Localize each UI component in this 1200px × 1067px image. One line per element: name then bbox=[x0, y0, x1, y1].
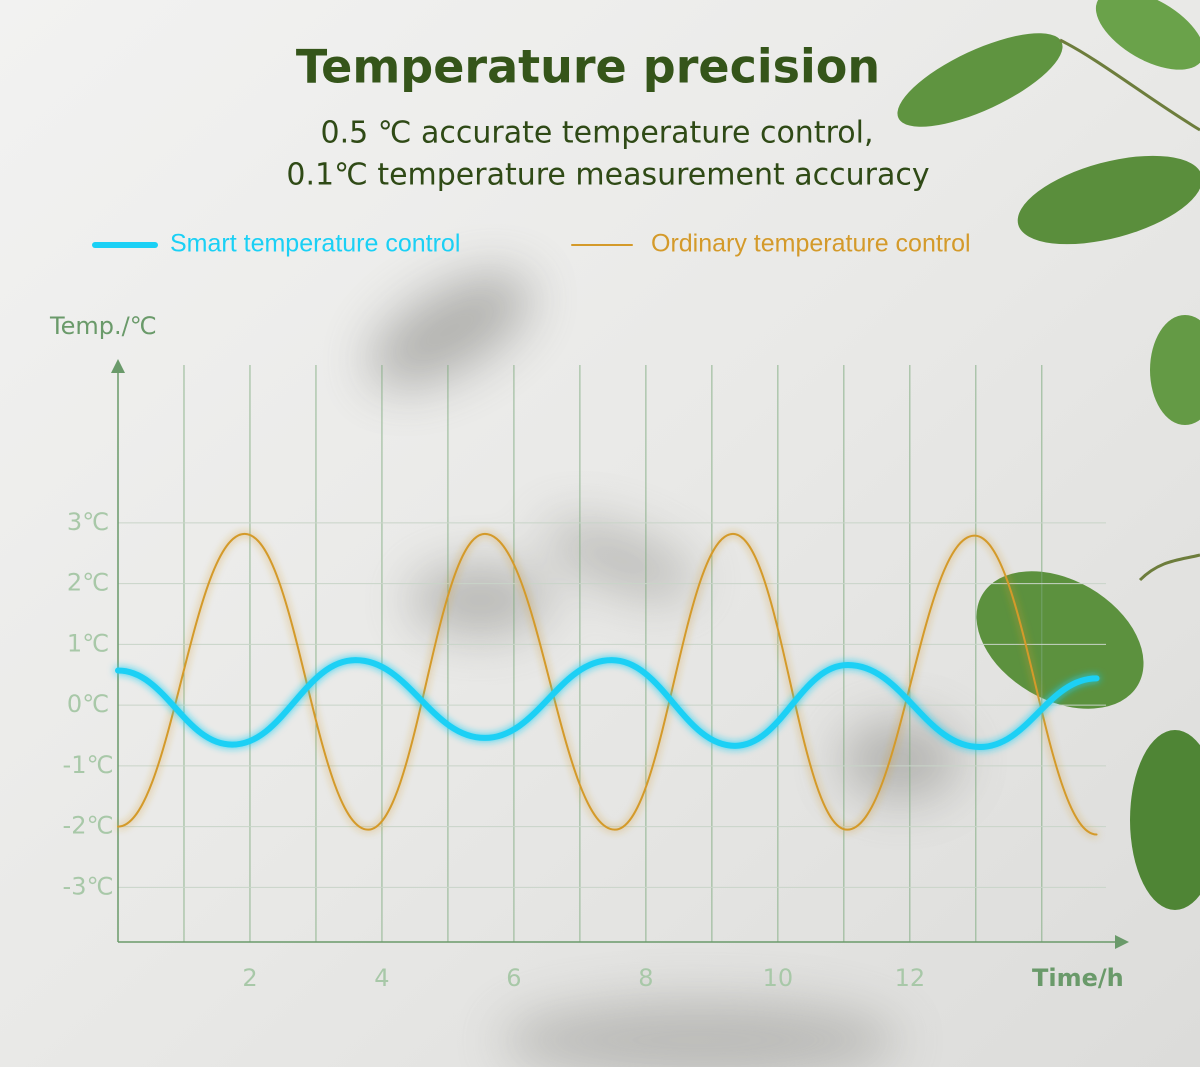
legend-label: Ordinary temperature control bbox=[651, 230, 971, 258]
x-axis-label: Time/h bbox=[1032, 964, 1124, 992]
chart-title: Temperature precision bbox=[296, 40, 880, 94]
x-tick-label: 4 bbox=[374, 964, 389, 992]
y-tick-label: 2℃ bbox=[67, 569, 109, 597]
subtitle: 0.5 ℃ accurate temperature control, bbox=[321, 116, 874, 151]
leaves bbox=[897, 0, 1200, 910]
y-axis-arrow bbox=[111, 359, 125, 373]
y-tick-label: -3℃ bbox=[63, 872, 114, 900]
y-axis-label: Temp./℃ bbox=[49, 312, 157, 340]
x-axis-arrow bbox=[1115, 935, 1129, 949]
x-tick-label: 10 bbox=[763, 964, 794, 992]
subtitle: 0.1℃ temperature measurement accuracy bbox=[286, 158, 929, 193]
x-tick-label: 2 bbox=[242, 964, 257, 992]
y-tick-label: -1℃ bbox=[63, 751, 114, 779]
shadow-leaves bbox=[369, 273, 960, 1067]
y-tick-label: 1℃ bbox=[67, 629, 109, 657]
y-tick-label: 0℃ bbox=[67, 690, 109, 718]
x-tick-label: 12 bbox=[895, 964, 926, 992]
series-line bbox=[117, 532, 1098, 836]
y-tick-label: -2℃ bbox=[63, 812, 114, 840]
legend-label: Smart temperature control bbox=[170, 230, 460, 258]
x-tick-label: 8 bbox=[638, 964, 653, 992]
series-line bbox=[115, 657, 1100, 751]
x-tick-label: 6 bbox=[506, 964, 521, 992]
y-tick-label: 3℃ bbox=[67, 508, 109, 536]
